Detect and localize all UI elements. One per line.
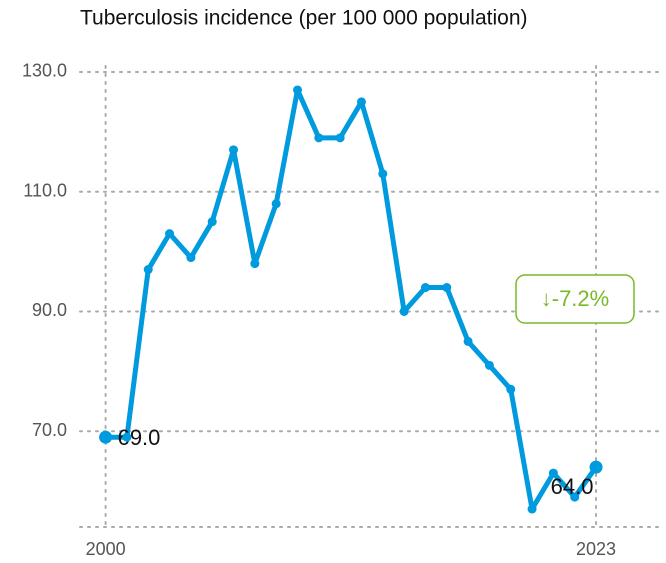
point <box>314 133 324 143</box>
x-tick-label: 2000 <box>86 539 126 559</box>
annotation: ↓-7.2% <box>541 286 609 311</box>
point <box>186 253 196 263</box>
y-tick-label: 70.0 <box>32 420 67 440</box>
y-tick-label: 130.0 <box>22 61 67 81</box>
point <box>335 133 345 143</box>
point <box>399 306 409 316</box>
y-tick-label: 90.0 <box>32 300 67 320</box>
point <box>378 169 388 179</box>
point <box>293 85 302 95</box>
point <box>420 283 430 293</box>
point <box>250 259 260 269</box>
x-tick-label: 2023 <box>576 539 616 559</box>
point <box>527 504 537 514</box>
point <box>143 265 153 275</box>
point <box>589 460 603 474</box>
point <box>271 199 281 209</box>
point <box>229 145 239 155</box>
point <box>463 336 473 346</box>
point <box>356 97 366 107</box>
point <box>122 432 132 442</box>
point <box>570 492 580 502</box>
chart-title: Tuberculosis incidence (per 100 000 popu… <box>80 7 528 30</box>
point <box>207 217 217 227</box>
data-label: 64.0 <box>551 474 594 499</box>
annotation-box <box>515 274 635 324</box>
point <box>484 360 494 370</box>
line <box>105 87 599 512</box>
point <box>548 468 558 478</box>
point <box>99 430 113 444</box>
point <box>506 384 516 394</box>
point <box>165 229 175 239</box>
point <box>442 283 452 293</box>
y-tick-label: 110.0 <box>23 180 67 200</box>
